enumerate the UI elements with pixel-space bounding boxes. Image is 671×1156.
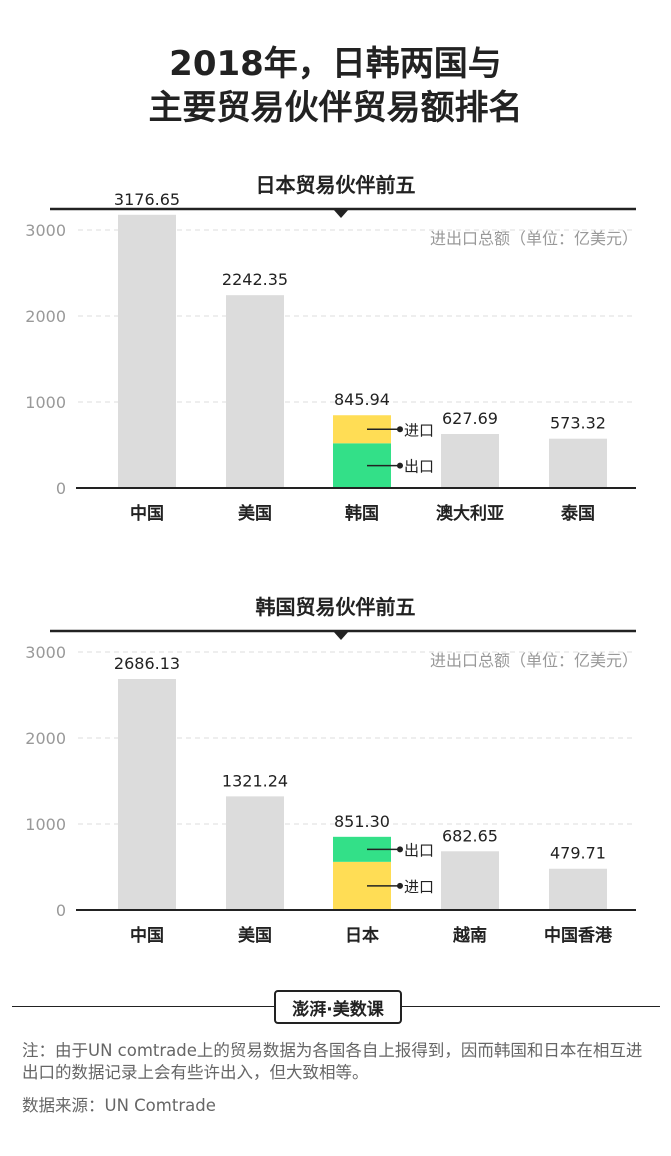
value-label: 2242.35 (222, 270, 288, 289)
value-label: 845.94 (334, 390, 390, 409)
segment-pointer-dot (397, 426, 403, 433)
y-tick-label: 0 (56, 479, 66, 498)
bar (226, 295, 284, 488)
category-label: 中国 (130, 503, 164, 524)
bar (118, 214, 176, 488)
category-label: 泰国 (561, 503, 595, 524)
value-label: 627.69 (442, 409, 498, 428)
page-title-line2: 主要贸易伙伴贸易额排名 (148, 88, 523, 128)
japan-partners-chart: 日本贸易伙伴前五进出口总额（单位：亿美元） 0 1000 2000 3000 3176.6… (0, 160, 671, 540)
bar (226, 796, 284, 910)
category-label: 日本 (345, 925, 379, 946)
bar (549, 438, 607, 488)
y-tick-label: 1000 (25, 815, 66, 834)
segment-label: 出口 (404, 841, 434, 859)
y-tick-label: 3000 (25, 221, 66, 240)
chart-title-pointer (333, 631, 349, 640)
bar (549, 868, 607, 910)
bar (441, 434, 499, 488)
value-label: 1321.24 (222, 771, 288, 790)
value-label: 573.32 (550, 414, 606, 433)
unit-note: 进出口总额（单位：亿美元） (430, 651, 638, 670)
segment-pointer-dot (397, 882, 403, 889)
y-tick-label: 2000 (25, 729, 66, 748)
segment-pointer-dot (397, 462, 403, 469)
chart-title: 日本贸易伙伴前五 (256, 173, 416, 197)
data-source: 数据来源：UN Comtrade (22, 1096, 216, 1115)
segment-label: 进口 (404, 878, 434, 896)
segment-pointer-dot (397, 846, 403, 853)
bar (441, 851, 499, 910)
segment-label: 出口 (404, 458, 434, 476)
chart-title-pointer (333, 209, 349, 218)
footer-divider-right (402, 1006, 660, 1007)
category-label: 美国 (238, 925, 272, 946)
category-label: 越南 (452, 925, 487, 946)
y-tick-label: 3000 (25, 643, 66, 662)
y-tick-label: 2000 (25, 307, 66, 326)
value-label: 851.30 (334, 812, 390, 831)
value-label: 2686.13 (114, 654, 180, 673)
segment-label: 进口 (404, 421, 434, 439)
y-tick-label: 0 (56, 901, 66, 920)
chart-title: 韩国贸易伙伴前五 (256, 595, 416, 619)
value-label: 3176.65 (114, 190, 180, 209)
y-tick-label: 1000 (25, 393, 66, 412)
footer-divider-left (12, 1006, 274, 1007)
bar (118, 678, 176, 910)
page-title-line1: 2018年，日韩两国与 (169, 44, 502, 84)
category-label: 美国 (238, 503, 272, 524)
value-label: 479.71 (550, 844, 606, 863)
publisher-logo: 澎湃·美数课 (274, 990, 402, 1024)
footnote: 注：由于UN comtrade上的贸易数据为各国各自上报得到，因而韩国和日本在相… (22, 1041, 643, 1082)
korea-partners-chart: 韩国贸易伙伴前五进出口总额（单位：亿美元） 0 1000 2000 3000 2686.1… (0, 582, 671, 962)
unit-note: 进出口总额（单位：亿美元） (430, 229, 638, 248)
category-label: 中国香港 (544, 925, 613, 946)
category-label: 韩国 (345, 503, 379, 524)
category-label: 澳大利亚 (436, 503, 504, 524)
value-label: 682.65 (442, 826, 498, 845)
category-label: 中国 (130, 925, 164, 946)
